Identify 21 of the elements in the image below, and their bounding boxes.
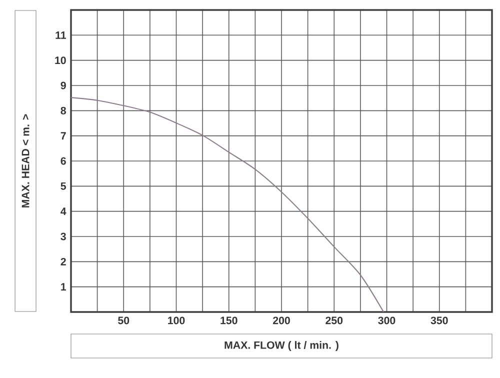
y-tick-label: 3	[60, 232, 66, 240]
x-tick-label: 150	[220, 316, 238, 324]
x-tick-label: 350	[430, 316, 448, 324]
x-axis-title: MAX. FLOW ( lt / min. )	[224, 341, 338, 351]
y-tick-label: 9	[60, 82, 66, 90]
y-tick-label: 2	[60, 258, 66, 266]
y-tick-label: 11	[56, 32, 66, 39]
line-series	[71, 97, 384, 312]
y-tick-label: 1	[61, 283, 66, 290]
y-tick-label: 7	[60, 132, 66, 140]
y-axis-title: MAX. HEAD < m. >	[22, 114, 30, 208]
y-tick-label: 5	[60, 182, 66, 190]
x-tick-label: 250	[326, 316, 343, 324]
y-tick-label: 6	[60, 157, 66, 165]
y-tick-label: 8	[60, 106, 66, 114]
x-tick-label: 50	[118, 316, 130, 324]
y-tick-label: 4	[60, 208, 66, 215]
x-tick-label: 100	[168, 316, 185, 324]
x-tick-label: 200	[273, 316, 290, 324]
y-tick-label: 10	[55, 56, 66, 64]
x-tick-label: 300	[378, 316, 396, 324]
